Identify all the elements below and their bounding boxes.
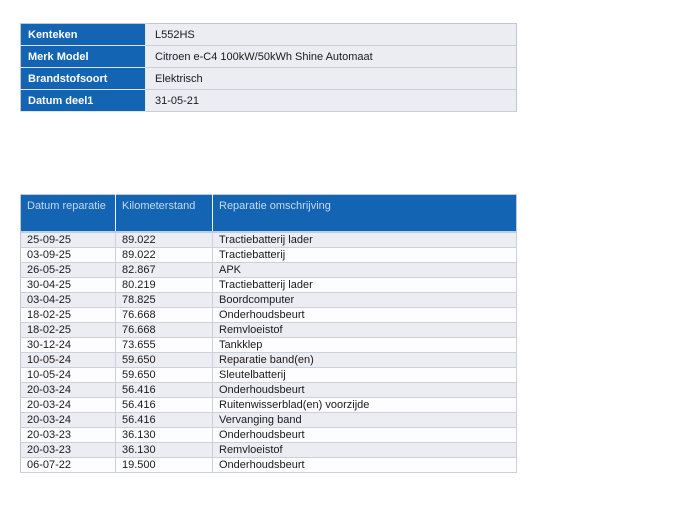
repair-description-cell: Ruitenwisserblad(en) voorzijde <box>212 397 517 413</box>
repair-history-row: 20-03-24 56.416 Vervanging band <box>20 412 517 428</box>
repair-history-table: Datum reparatie Kilometerstand Reparatie o… <box>20 194 517 473</box>
vehicle-info-body: Kenteken L552HS Merk Model Citroen e-C4 100… <box>20 23 517 112</box>
repair-odometer-cell: 19.500 <box>115 457 213 473</box>
repair-history-row: 20-03-24 56.416 Onderhoudsbeurt <box>20 382 517 398</box>
vehicle-info-value: 31-05-21 <box>145 89 517 112</box>
repair-history-row: 10-05-24 59.650 Reparatie band(en) <box>20 352 517 368</box>
repair-history-body: 25-09-25 89.022 Tractiebatterij lader 03-09… <box>20 231 517 473</box>
vehicle-info-value: Elektrisch <box>145 67 517 90</box>
vehicle-info-row: Kenteken L552HS <box>20 23 517 46</box>
repair-odometer-cell: 80.219 <box>115 277 213 293</box>
repair-odometer-cell: 56.416 <box>115 397 213 413</box>
repair-date-cell: 03-09-25 <box>20 247 116 263</box>
repair-date-cell: 25-09-25 <box>20 231 116 248</box>
repair-date-cell: 30-12-24 <box>20 337 116 353</box>
repair-history-row: 20-03-23 36.130 Remvloeistof <box>20 442 517 458</box>
repair-odometer-cell: 76.668 <box>115 322 213 338</box>
repair-history-row: 30-12-24 73.655 Tankklep <box>20 337 517 353</box>
repair-column-header: Datum reparatie <box>20 194 116 233</box>
repair-history-row: 20-03-23 36.130 Onderhoudsbeurt <box>20 427 517 443</box>
repair-history-row: 20-03-24 56.416 Ruitenwisserblad(en) voorz… <box>20 397 517 413</box>
vehicle-info-row: Merk Model Citroen e-C4 100kW/50kWh Shine… <box>20 45 517 68</box>
repair-description-cell: Onderhoudsbeurt <box>212 307 517 323</box>
repair-history-row: 03-09-25 89.022 Tractiebatterij <box>20 247 517 263</box>
vehicle-info-row: Datum deel1 31-05-21 <box>20 89 517 112</box>
repair-history-row: 25-09-25 89.022 Tractiebatterij lader <box>20 231 517 248</box>
repair-description-cell: Remvloeistof <box>212 322 517 338</box>
repair-odometer-cell: 82.867 <box>115 262 213 278</box>
vehicle-info-row: Brandstofsoort Elektrisch <box>20 67 517 90</box>
repair-odometer-cell: 59.650 <box>115 367 213 383</box>
repair-date-cell: 18-02-25 <box>20 307 116 323</box>
repair-description-cell: Onderhoudsbeurt <box>212 457 517 473</box>
repair-date-cell: 03-04-25 <box>20 292 116 308</box>
repair-date-cell: 10-05-24 <box>20 352 116 368</box>
vehicle-info-label: Merk Model <box>20 45 146 68</box>
vehicle-info-table: Kenteken L552HS Merk Model Citroen e-C4 100… <box>20 23 517 112</box>
repair-description-cell: APK <box>212 262 517 278</box>
repair-description-cell: Reparatie band(en) <box>212 352 517 368</box>
repair-description-cell: Sleutelbatterij <box>212 367 517 383</box>
repair-history-row: 06-07-22 19.500 Onderhoudsbeurt <box>20 457 517 473</box>
vehicle-info-label: Kenteken <box>20 23 146 46</box>
repair-date-cell: 20-03-23 <box>20 442 116 458</box>
repair-history-row: 03-04-25 78.825 Boordcomputer <box>20 292 517 308</box>
repair-description-cell: Tractiebatterij lader <box>212 277 517 293</box>
repair-odometer-cell: 76.668 <box>115 307 213 323</box>
repair-description-cell: Boordcomputer <box>212 292 517 308</box>
repair-history-row: 10-05-24 59.650 Sleutelbatterij <box>20 367 517 383</box>
vehicle-info-label: Brandstofsoort <box>20 67 146 90</box>
repair-description-cell: Tractiebatterij <box>212 247 517 263</box>
repair-date-cell: 20-03-24 <box>20 382 116 398</box>
repair-date-cell: 26-05-25 <box>20 262 116 278</box>
repair-odometer-cell: 89.022 <box>115 231 213 248</box>
repair-description-cell: Tractiebatterij lader <box>212 231 517 248</box>
repair-odometer-cell: 73.655 <box>115 337 213 353</box>
repair-column-header: Reparatie omschrijving <box>212 194 517 233</box>
repair-odometer-cell: 59.650 <box>115 352 213 368</box>
vehicle-info-label: Datum deel1 <box>20 89 146 112</box>
repair-odometer-cell: 56.416 <box>115 382 213 398</box>
repair-description-cell: Onderhoudsbeurt <box>212 382 517 398</box>
repair-date-cell: 20-03-23 <box>20 427 116 443</box>
repair-history-row: 26-05-25 82.867 APK <box>20 262 517 278</box>
repair-date-cell: 20-03-24 <box>20 397 116 413</box>
repair-history-row: 18-02-25 76.668 Remvloeistof <box>20 322 517 338</box>
repair-description-cell: Vervanging band <box>212 412 517 428</box>
repair-odometer-cell: 78.825 <box>115 292 213 308</box>
repair-date-cell: 06-07-22 <box>20 457 116 473</box>
repair-history-row: 18-02-25 76.668 Onderhoudsbeurt <box>20 307 517 323</box>
repair-odometer-cell: 36.130 <box>115 427 213 443</box>
repair-history-row: 30-04-25 80.219 Tractiebatterij lader <box>20 277 517 293</box>
repair-history-header-row: Datum reparatie Kilometerstand Reparatie o… <box>20 194 517 233</box>
repair-description-cell: Remvloeistof <box>212 442 517 458</box>
repair-odometer-cell: 56.416 <box>115 412 213 428</box>
vehicle-info-value: Citroen e-C4 100kW/50kWh Shine Automaat <box>145 45 517 68</box>
repair-date-cell: 30-04-25 <box>20 277 116 293</box>
repair-odometer-cell: 89.022 <box>115 247 213 263</box>
repair-date-cell: 18-02-25 <box>20 322 116 338</box>
repair-date-cell: 20-03-24 <box>20 412 116 428</box>
repair-date-cell: 10-05-24 <box>20 367 116 383</box>
vehicle-info-value: L552HS <box>145 23 517 46</box>
repair-column-header: Kilometerstand <box>115 194 213 233</box>
repair-description-cell: Onderhoudsbeurt <box>212 427 517 443</box>
repair-description-cell: Tankklep <box>212 337 517 353</box>
repair-odometer-cell: 36.130 <box>115 442 213 458</box>
